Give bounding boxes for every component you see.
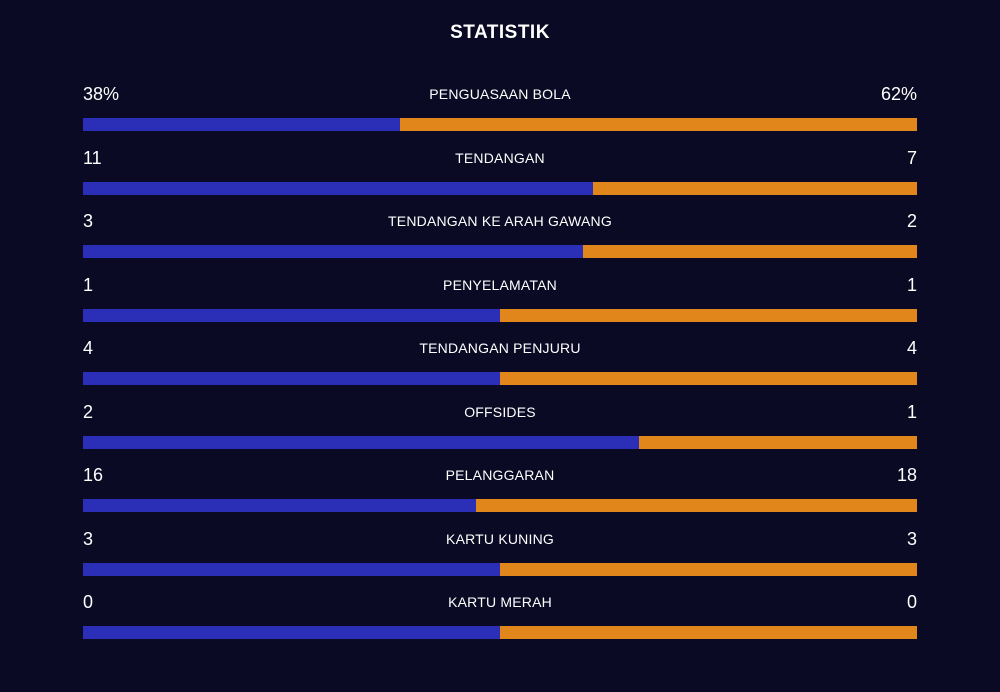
stat-label: PENYELAMATAN	[443, 276, 557, 293]
comparison-bar	[83, 499, 917, 512]
away-value: 2	[906, 211, 917, 231]
stat-label: TENDANGAN PENJURU	[419, 340, 581, 356]
stat-label: TENDANGAN KE ARAH GAWANG	[388, 213, 612, 229]
away-value: 18	[896, 465, 917, 485]
away-bar	[500, 372, 917, 385]
away-bar	[500, 626, 917, 639]
comparison-bar	[83, 372, 917, 385]
home-value: 3	[83, 528, 94, 549]
stat-labels: 2 OFFSIDES 1	[83, 398, 917, 426]
away-value: 4	[906, 338, 917, 358]
home-bar	[83, 435, 640, 449]
comparison-bar	[83, 626, 917, 639]
stat-row-saves: 1 PENYELAMATAN 1	[83, 271, 917, 335]
away-bar	[500, 562, 917, 576]
home-bar	[83, 118, 400, 131]
stat-label: KARTU KUNING	[446, 530, 554, 547]
comparison-bar	[83, 435, 917, 449]
stat-row-fouls: 16 PELANGGARAN 18	[83, 461, 917, 525]
stat-label: KARTU MERAH	[448, 594, 552, 610]
home-bar	[83, 626, 500, 639]
stat-label: PENGUASAAN BOLA	[429, 86, 571, 102]
away-bar	[639, 435, 917, 449]
stat-labels: 3 TENDANGAN KE ARAH GAWANG 2	[83, 207, 917, 235]
home-bar	[83, 499, 476, 512]
home-bar	[83, 308, 500, 322]
stat-row-yellow-cards: 3 KARTU KUNING 3	[83, 525, 917, 589]
away-bar	[500, 308, 917, 322]
home-bar	[83, 245, 584, 258]
away-bar	[592, 181, 917, 195]
stat-labels: 11 TENDANGAN 7	[83, 144, 917, 172]
home-value: 11	[83, 147, 102, 168]
stat-row-corners: 4 TENDANGAN PENJURU 4	[83, 334, 917, 398]
comparison-bar	[83, 118, 917, 131]
stat-row-red-cards: 0 KARTU MERAH 0	[83, 588, 917, 652]
home-value: 4	[83, 338, 94, 358]
away-value: 7	[906, 147, 917, 168]
stat-labels: 38% PENGUASAAN BOLA 62%	[83, 80, 917, 108]
stat-row-offsides: 2 OFFSIDES 1	[83, 398, 917, 462]
stat-labels: 0 KARTU MERAH 0	[83, 588, 917, 616]
stat-label: PELANGGARAN	[445, 467, 555, 483]
away-value: 0	[906, 592, 917, 612]
panel-title: STATISTIK	[450, 22, 550, 43]
stat-labels: 1 PENYELAMATAN 1	[83, 271, 917, 299]
stat-labels: 4 TENDANGAN PENJURU 4	[83, 334, 917, 362]
stat-row-shots: 11 TENDANGAN 7	[83, 144, 917, 208]
home-value: 16	[83, 465, 104, 485]
home-value: 0	[83, 592, 94, 612]
comparison-bar	[83, 181, 917, 195]
away-value: 62%	[880, 84, 917, 104]
away-bar	[583, 245, 917, 258]
home-bar	[83, 562, 500, 576]
stat-list: 38% PENGUASAAN BOLA 62% 11 TENDANGAN 7	[83, 80, 917, 652]
stat-label: OFFSIDES	[464, 403, 536, 420]
away-value: 1	[906, 274, 917, 295]
away-value: 1	[906, 401, 917, 422]
home-value: 3	[83, 211, 94, 231]
stat-label: TENDANGAN	[455, 149, 545, 166]
stat-labels: 16 PELANGGARAN 18	[83, 461, 917, 489]
stat-row-shots-on-target: 3 TENDANGAN KE ARAH GAWANG 2	[83, 207, 917, 271]
home-bar	[83, 372, 500, 385]
home-bar	[83, 181, 593, 195]
home-value: 38%	[83, 84, 120, 104]
comparison-bar	[83, 562, 917, 576]
comparison-bar	[83, 245, 917, 258]
away-bar	[475, 499, 917, 512]
away-bar	[399, 118, 917, 131]
stat-row-possession: 38% PENGUASAAN BOLA 62%	[83, 80, 917, 144]
home-value: 2	[83, 401, 94, 422]
comparison-bar	[83, 308, 917, 322]
home-value: 1	[83, 274, 94, 295]
away-value: 3	[906, 528, 917, 549]
stat-labels: 3 KARTU KUNING 3	[83, 525, 917, 553]
